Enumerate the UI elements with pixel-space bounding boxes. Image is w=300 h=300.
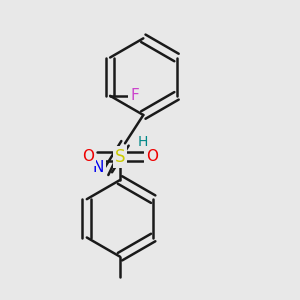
Text: O: O xyxy=(82,149,94,164)
Text: F: F xyxy=(130,88,139,103)
Text: O: O xyxy=(146,149,158,164)
Text: H: H xyxy=(137,135,148,149)
Text: N: N xyxy=(93,160,104,175)
Text: S: S xyxy=(115,148,125,166)
